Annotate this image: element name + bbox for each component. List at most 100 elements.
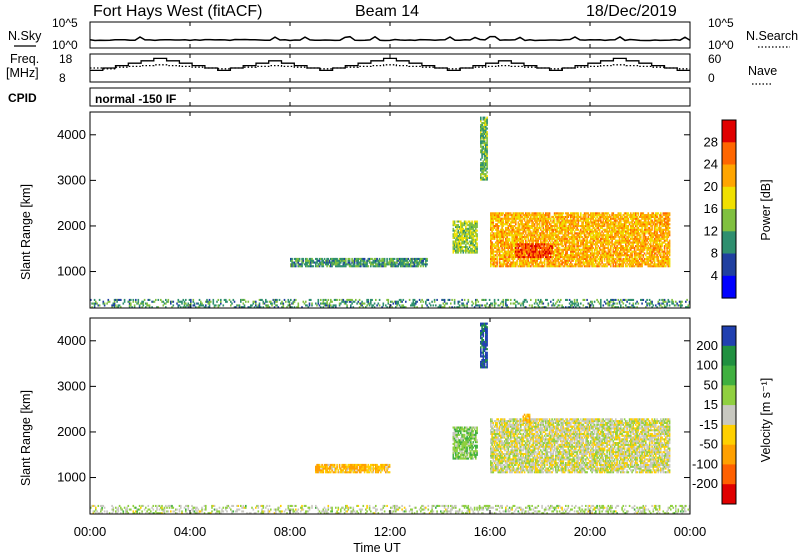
- power-cell: [459, 233, 461, 235]
- power-cell: [469, 221, 471, 223]
- power-cell: [581, 265, 583, 267]
- power-cell: [525, 231, 527, 233]
- power-cell: [599, 262, 601, 264]
- power-cell: [291, 258, 293, 260]
- power-cell: [521, 238, 523, 240]
- power-cell: [521, 221, 523, 223]
- power-cell: [163, 301, 165, 303]
- power-cell: [596, 249, 598, 251]
- power-cell: [340, 303, 342, 305]
- power-cell: [615, 218, 617, 220]
- power-cell: [580, 303, 582, 305]
- power-cell: [251, 304, 253, 306]
- power-cell: [566, 299, 568, 301]
- power-cell: [648, 212, 650, 214]
- power-cell: [554, 227, 556, 229]
- power-cell: [349, 258, 351, 260]
- power-cell: [644, 252, 646, 254]
- power-cell: [178, 299, 180, 301]
- power-cell: [511, 247, 513, 249]
- power-cell: [303, 262, 305, 264]
- nsky-tick-bottom: 10^0: [52, 38, 78, 52]
- power-cell: [586, 243, 588, 245]
- power-cell: [395, 263, 397, 265]
- power-cell: [226, 301, 228, 303]
- power-cell: [633, 263, 635, 265]
- power-cell: [614, 245, 616, 247]
- power-cell: [463, 303, 465, 305]
- power-cell: [568, 234, 570, 236]
- power-cell: [628, 227, 630, 229]
- power-cell: [298, 262, 300, 264]
- power-cell: [576, 301, 578, 303]
- power-cell: [519, 227, 521, 229]
- power-cell: [461, 226, 463, 228]
- power-cell: [575, 303, 577, 305]
- power-cell: [564, 218, 566, 220]
- power-cell: [615, 221, 617, 223]
- power-cell: [610, 265, 612, 267]
- power-cell: [558, 234, 560, 236]
- power-cell: [643, 212, 645, 214]
- power-cell: [599, 236, 601, 238]
- power-cell: [629, 240, 631, 242]
- power-cell: [480, 120, 482, 122]
- power-cell: [636, 225, 638, 227]
- power-cell: [458, 224, 460, 226]
- power-cell: [605, 263, 607, 265]
- power-cell: [481, 304, 483, 306]
- power-cell: [603, 232, 605, 234]
- power-cell: [454, 231, 456, 233]
- power-cell: [401, 301, 403, 303]
- power-cell: [578, 223, 580, 225]
- power-cell: [213, 299, 215, 301]
- power-cell: [176, 303, 178, 305]
- nsky-trace: [90, 37, 690, 41]
- power-cell: [564, 258, 566, 260]
- power-cell: [461, 299, 463, 301]
- power-cell: [524, 218, 526, 220]
- power-cell: [563, 245, 565, 247]
- power-cell: [356, 303, 358, 305]
- power-cell: [480, 144, 482, 146]
- power-cell: [486, 128, 488, 130]
- power-cell: [588, 220, 590, 222]
- power-cell: [415, 303, 417, 305]
- power-cell: [574, 304, 576, 306]
- power-cell: [523, 304, 525, 306]
- power-cell: [219, 304, 221, 306]
- power-cell: [530, 216, 532, 218]
- power-cell: [593, 232, 595, 234]
- power-cell: [638, 214, 640, 216]
- power-cell: [339, 304, 341, 306]
- power-cell: [94, 304, 96, 306]
- power-cell: [323, 260, 325, 262]
- power-cell: [158, 299, 160, 301]
- power-cell: [484, 166, 486, 168]
- power-cell: [376, 304, 378, 306]
- power-cell: [624, 251, 626, 253]
- power-cell: [459, 241, 461, 243]
- power-cell: [539, 225, 541, 227]
- power-cell: [476, 250, 478, 252]
- power-cell: [335, 304, 337, 306]
- power-cell: [94, 299, 96, 301]
- power-cell: [230, 301, 232, 303]
- power-cell: [534, 303, 536, 305]
- power-cell: [201, 303, 203, 305]
- power-cell: [515, 304, 517, 306]
- power-cell: [580, 251, 582, 253]
- power-cell: [523, 242, 525, 244]
- power-cell: [513, 260, 515, 262]
- power-cell: [629, 258, 631, 260]
- power-cell: [589, 265, 591, 267]
- power-cell: [281, 301, 283, 303]
- power-cell: [349, 262, 351, 264]
- power-cell: [496, 258, 498, 260]
- power-cell: [599, 212, 601, 214]
- power-cell: [534, 225, 536, 227]
- power-cell: [619, 229, 621, 231]
- power-cell: [188, 304, 190, 306]
- power-cell: [481, 124, 483, 126]
- power-cell: [550, 218, 552, 220]
